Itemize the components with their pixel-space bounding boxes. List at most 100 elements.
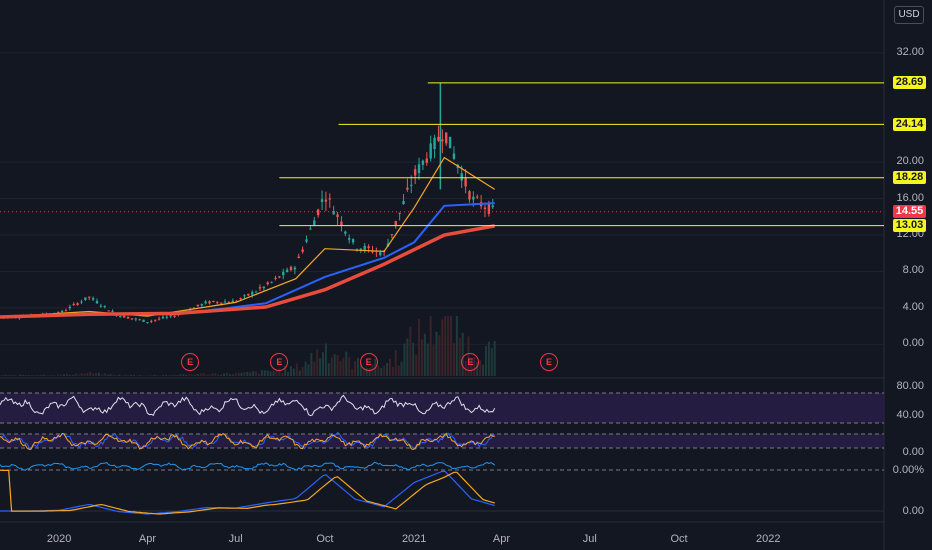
volume-bar	[246, 371, 249, 376]
candle-body	[223, 301, 227, 303]
volume-bar	[31, 375, 34, 376]
volume-bar	[71, 375, 74, 376]
candle-body	[219, 302, 223, 304]
candle-body	[107, 310, 110, 312]
candle-body	[340, 221, 343, 226]
volume-bar	[156, 375, 159, 376]
candle-body	[278, 276, 281, 278]
level-price-tag: 18.28	[893, 171, 926, 185]
candle-body	[138, 319, 141, 321]
volume-bar	[109, 374, 112, 376]
time-axis-label: Oct	[670, 533, 688, 545]
volume-bar	[243, 371, 246, 376]
volume-bar	[455, 316, 458, 376]
volume-bar	[409, 326, 412, 376]
volume-bar	[444, 316, 447, 376]
volume-bar	[121, 375, 124, 376]
volume-bar	[36, 375, 39, 376]
candle-body	[254, 291, 258, 293]
volume-bar	[228, 374, 231, 376]
volume-bar	[388, 359, 391, 376]
currency-badge[interactable]: USD	[894, 6, 924, 24]
volume-bar	[42, 374, 45, 376]
volume-bar	[80, 373, 83, 376]
volume-bar	[185, 374, 188, 376]
volume-bar	[28, 375, 31, 376]
candle-body	[332, 211, 335, 215]
candle-body	[410, 184, 413, 186]
candle-body	[146, 322, 149, 324]
level-price-tag: 24.14	[893, 117, 926, 131]
volume-bar	[176, 375, 179, 376]
volume-bar	[333, 354, 336, 376]
price-axis-label: 20.00	[896, 155, 924, 168]
candle-body	[429, 143, 432, 159]
volume-bar	[1, 374, 4, 376]
volume-bar	[380, 368, 383, 376]
volume-bar	[240, 372, 243, 376]
volume-bar	[386, 363, 389, 376]
candle-body	[84, 297, 87, 300]
time-axis-label: 2022	[755, 533, 781, 545]
volume-bar	[275, 370, 278, 376]
candle-body	[406, 187, 409, 190]
volume-bar	[208, 374, 211, 376]
volume-bar	[330, 357, 333, 376]
volume-bar	[231, 374, 234, 376]
candle-body	[212, 300, 215, 302]
volume-bar	[147, 375, 150, 376]
macd-line	[0, 470, 495, 515]
volume-bar	[205, 374, 208, 376]
volume-bar	[391, 366, 394, 376]
volume-bar	[266, 370, 269, 376]
volume-bar	[438, 335, 441, 376]
candle-body	[231, 300, 234, 303]
volume-bar	[124, 374, 127, 376]
time-axis-label: Apr	[138, 533, 156, 545]
earnings-marker: E	[270, 353, 289, 371]
volume-bar	[397, 365, 400, 376]
volume-bar	[278, 368, 281, 376]
candle-body	[448, 136, 452, 149]
volume-bar	[432, 345, 435, 376]
candle-body	[313, 220, 316, 226]
candle-body	[289, 266, 293, 271]
candle-body	[200, 303, 203, 306]
candle-body	[204, 301, 207, 304]
volume-bar	[304, 361, 307, 376]
candle-body	[468, 191, 471, 200]
volume-bar	[170, 375, 173, 376]
volume-bar	[281, 372, 284, 376]
ma-long-line	[0, 224, 496, 319]
candle-body	[394, 221, 397, 225]
candle-body	[297, 256, 300, 258]
candle-body	[95, 300, 99, 304]
volume-bar	[260, 369, 263, 376]
volume-bar	[324, 343, 327, 376]
volume-bar	[223, 373, 226, 376]
volume-bar	[479, 360, 482, 376]
volume-bar	[182, 374, 185, 376]
candle-body	[363, 245, 366, 250]
volume-bar	[54, 375, 57, 376]
last-price-tag: 14.55	[893, 205, 926, 219]
price-axis-label: 32.00	[896, 45, 924, 58]
volume-bar	[100, 374, 103, 376]
candle-body	[76, 303, 79, 305]
volume-bar	[45, 375, 48, 376]
volume-bar	[356, 357, 359, 376]
volume-bar	[327, 363, 330, 376]
volume-bar	[103, 373, 106, 376]
volume-bar	[263, 370, 266, 376]
volume-bar	[359, 363, 362, 376]
volume-bar	[57, 374, 60, 376]
volume-bar	[487, 341, 490, 376]
rsi-axis-label: 40.00	[896, 409, 924, 421]
volume-bar	[191, 374, 194, 376]
candle-body	[247, 293, 250, 296]
candle-body	[80, 301, 83, 303]
volume-bar	[345, 351, 348, 376]
candle-body	[460, 173, 463, 181]
candle-body	[208, 301, 211, 304]
